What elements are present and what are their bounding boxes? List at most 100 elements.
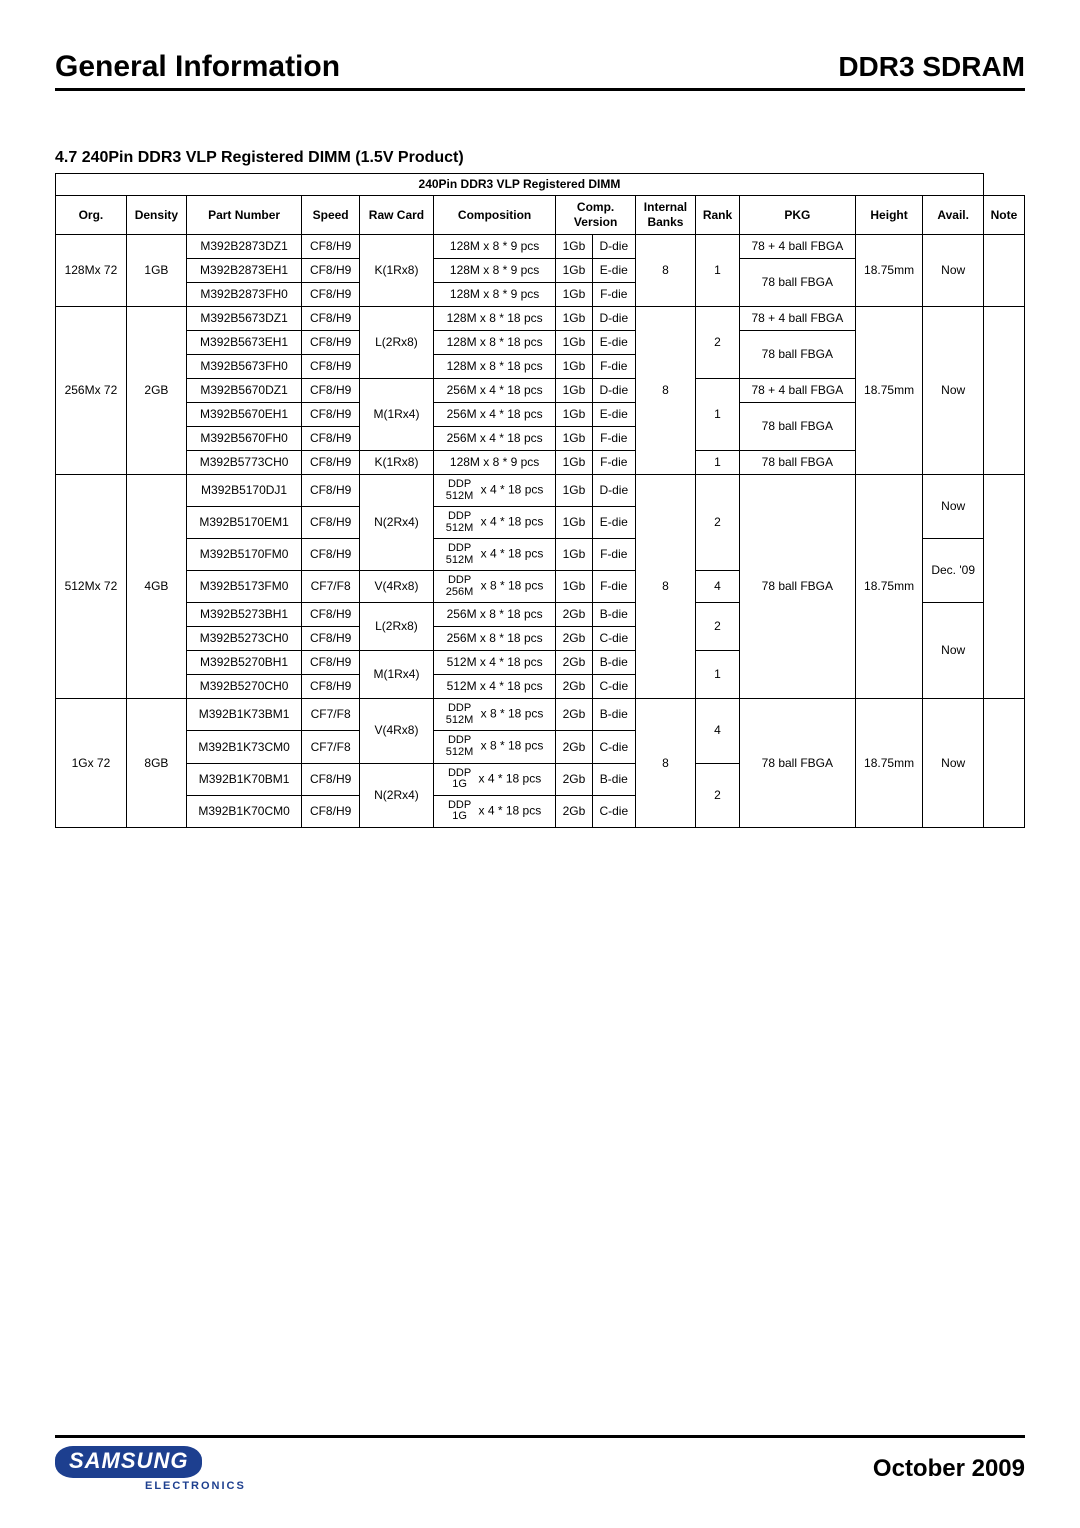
col-avail: Avail. — [923, 196, 983, 235]
cell-compver-size: 2Gb — [556, 699, 592, 731]
cell-partnumber: M392B2873DZ1 — [186, 235, 301, 259]
cell-compver-die: E-die — [592, 403, 635, 427]
cell-compver-size: 1Gb — [556, 539, 592, 571]
cell-composition: DDP512M x 8 * 18 pcs — [433, 699, 555, 731]
cell-rawcard: V(4Rx8) — [360, 571, 434, 603]
cell-rawcard: M(1Rx4) — [360, 651, 434, 699]
cell-org: 256Mx 72 — [56, 307, 127, 475]
cell-speed: CF8/H9 — [302, 627, 360, 651]
cell-banks: 8 — [635, 235, 695, 307]
samsung-logo-mark: SAMSUNG — [55, 1446, 202, 1478]
cell-partnumber: M392B1K70CM0 — [186, 795, 301, 827]
cell-note — [983, 235, 1024, 307]
cell-density: 8GB — [126, 699, 186, 827]
cell-compver-die: F-die — [592, 355, 635, 379]
header-left: General Information — [55, 50, 340, 84]
cell-speed: CF7/F8 — [302, 731, 360, 763]
cell-composition: 256M x 4 * 18 pcs — [433, 379, 555, 403]
cell-partnumber: M392B1K70BM1 — [186, 763, 301, 795]
cell-composition: 512M x 4 * 18 pcs — [433, 675, 555, 699]
cell-compver-die: C-die — [592, 731, 635, 763]
header-right: DDR3 SDRAM — [838, 51, 1025, 83]
cell-partnumber: M392B5273CH0 — [186, 627, 301, 651]
cell-compver-size: 1Gb — [556, 379, 592, 403]
cell-rank: 1 — [696, 651, 740, 699]
cell-compver-size: 1Gb — [556, 259, 592, 283]
cell-avail: Now — [923, 235, 983, 307]
cell-partnumber: M392B5273BH1 — [186, 603, 301, 627]
cell-compver-die: B-die — [592, 651, 635, 675]
col-partnum: Part Number — [186, 196, 301, 235]
cell-partnumber: M392B5670EH1 — [186, 403, 301, 427]
cell-avail: Now — [923, 603, 983, 699]
cell-org: 512Mx 72 — [56, 475, 127, 699]
cell-compver-die: C-die — [592, 795, 635, 827]
cell-rank: 1 — [696, 451, 740, 475]
cell-partnumber: M392B5673DZ1 — [186, 307, 301, 331]
cell-avail: Now — [923, 307, 983, 475]
cell-composition: 128M x 8 * 9 pcs — [433, 283, 555, 307]
col-note: Note — [983, 196, 1024, 235]
col-banks: InternalBanks — [635, 196, 695, 235]
cell-rawcard: L(2Rx8) — [360, 307, 434, 379]
col-pkg: PKG — [740, 196, 856, 235]
col-compver: Comp.Version — [556, 196, 636, 235]
cell-speed: CF8/H9 — [302, 259, 360, 283]
cell-speed: CF8/H9 — [302, 675, 360, 699]
cell-composition: DDP512M x 8 * 18 pcs — [433, 731, 555, 763]
cell-banks: 8 — [635, 475, 695, 699]
cell-pkg: 78 ball FBGA — [740, 451, 856, 475]
cell-compver-size: 1Gb — [556, 403, 592, 427]
cell-rawcard: M(1Rx4) — [360, 379, 434, 451]
cell-compver-size: 2Gb — [556, 763, 592, 795]
cell-compver-size: 1Gb — [556, 507, 592, 539]
cell-height: 18.75mm — [855, 235, 923, 307]
table-title: 240Pin DDR3 VLP Registered DIMM — [56, 174, 984, 196]
cell-partnumber: M392B2873EH1 — [186, 259, 301, 283]
section-title: 4.7 240Pin DDR3 VLP Registered DIMM (1.5… — [55, 149, 1025, 167]
cell-composition: 256M x 4 * 18 pcs — [433, 403, 555, 427]
cell-partnumber: M392B5270BH1 — [186, 651, 301, 675]
cell-compver-die: E-die — [592, 507, 635, 539]
page-footer: SAMSUNG ELECTRONICS October 2009 — [55, 1435, 1025, 1492]
cell-compver-die: B-die — [592, 699, 635, 731]
cell-speed: CF8/H9 — [302, 507, 360, 539]
cell-density: 1GB — [126, 235, 186, 307]
cell-composition: DDP512M x 4 * 18 pcs — [433, 475, 555, 507]
cell-rank: 2 — [696, 475, 740, 571]
cell-banks: 8 — [635, 307, 695, 475]
cell-compver-size: 1Gb — [556, 355, 592, 379]
cell-partnumber: M392B5270CH0 — [186, 675, 301, 699]
cell-org: 128Mx 72 — [56, 235, 127, 307]
cell-pkg: 78 + 4 ball FBGA — [740, 307, 856, 331]
cell-speed: CF8/H9 — [302, 379, 360, 403]
cell-partnumber: M392B5673EH1 — [186, 331, 301, 355]
cell-speed: CF8/H9 — [302, 763, 360, 795]
col-rank: Rank — [696, 196, 740, 235]
cell-avail: Now — [923, 475, 983, 539]
vlp-rdimm-table: 240Pin DDR3 VLP Registered DIMM Org. Den… — [55, 173, 1025, 828]
cell-rank: 2 — [696, 307, 740, 379]
cell-compver-die: F-die — [592, 451, 635, 475]
cell-compver-die: D-die — [592, 307, 635, 331]
cell-composition: 256M x 4 * 18 pcs — [433, 427, 555, 451]
cell-composition: 128M x 8 * 18 pcs — [433, 331, 555, 355]
cell-composition: 256M x 8 * 18 pcs — [433, 627, 555, 651]
cell-pkg: 78 ball FBGA — [740, 331, 856, 379]
col-speed: Speed — [302, 196, 360, 235]
cell-composition: 128M x 8 * 18 pcs — [433, 307, 555, 331]
cell-partnumber: M392B5670FH0 — [186, 427, 301, 451]
cell-partnumber: M392B5170EM1 — [186, 507, 301, 539]
cell-compver-size: 2Gb — [556, 795, 592, 827]
cell-pkg: 78 + 4 ball FBGA — [740, 235, 856, 259]
cell-speed: CF8/H9 — [302, 651, 360, 675]
cell-compver-die: E-die — [592, 331, 635, 355]
cell-height: 18.75mm — [855, 307, 923, 475]
cell-density: 2GB — [126, 307, 186, 475]
cell-pkg: 78 ball FBGA — [740, 403, 856, 451]
cell-pkg: 78 ball FBGA — [740, 699, 856, 827]
cell-speed: CF7/F8 — [302, 571, 360, 603]
cell-org: 1Gx 72 — [56, 699, 127, 827]
cell-compver-die: B-die — [592, 603, 635, 627]
cell-partnumber: M392B5173FM0 — [186, 571, 301, 603]
